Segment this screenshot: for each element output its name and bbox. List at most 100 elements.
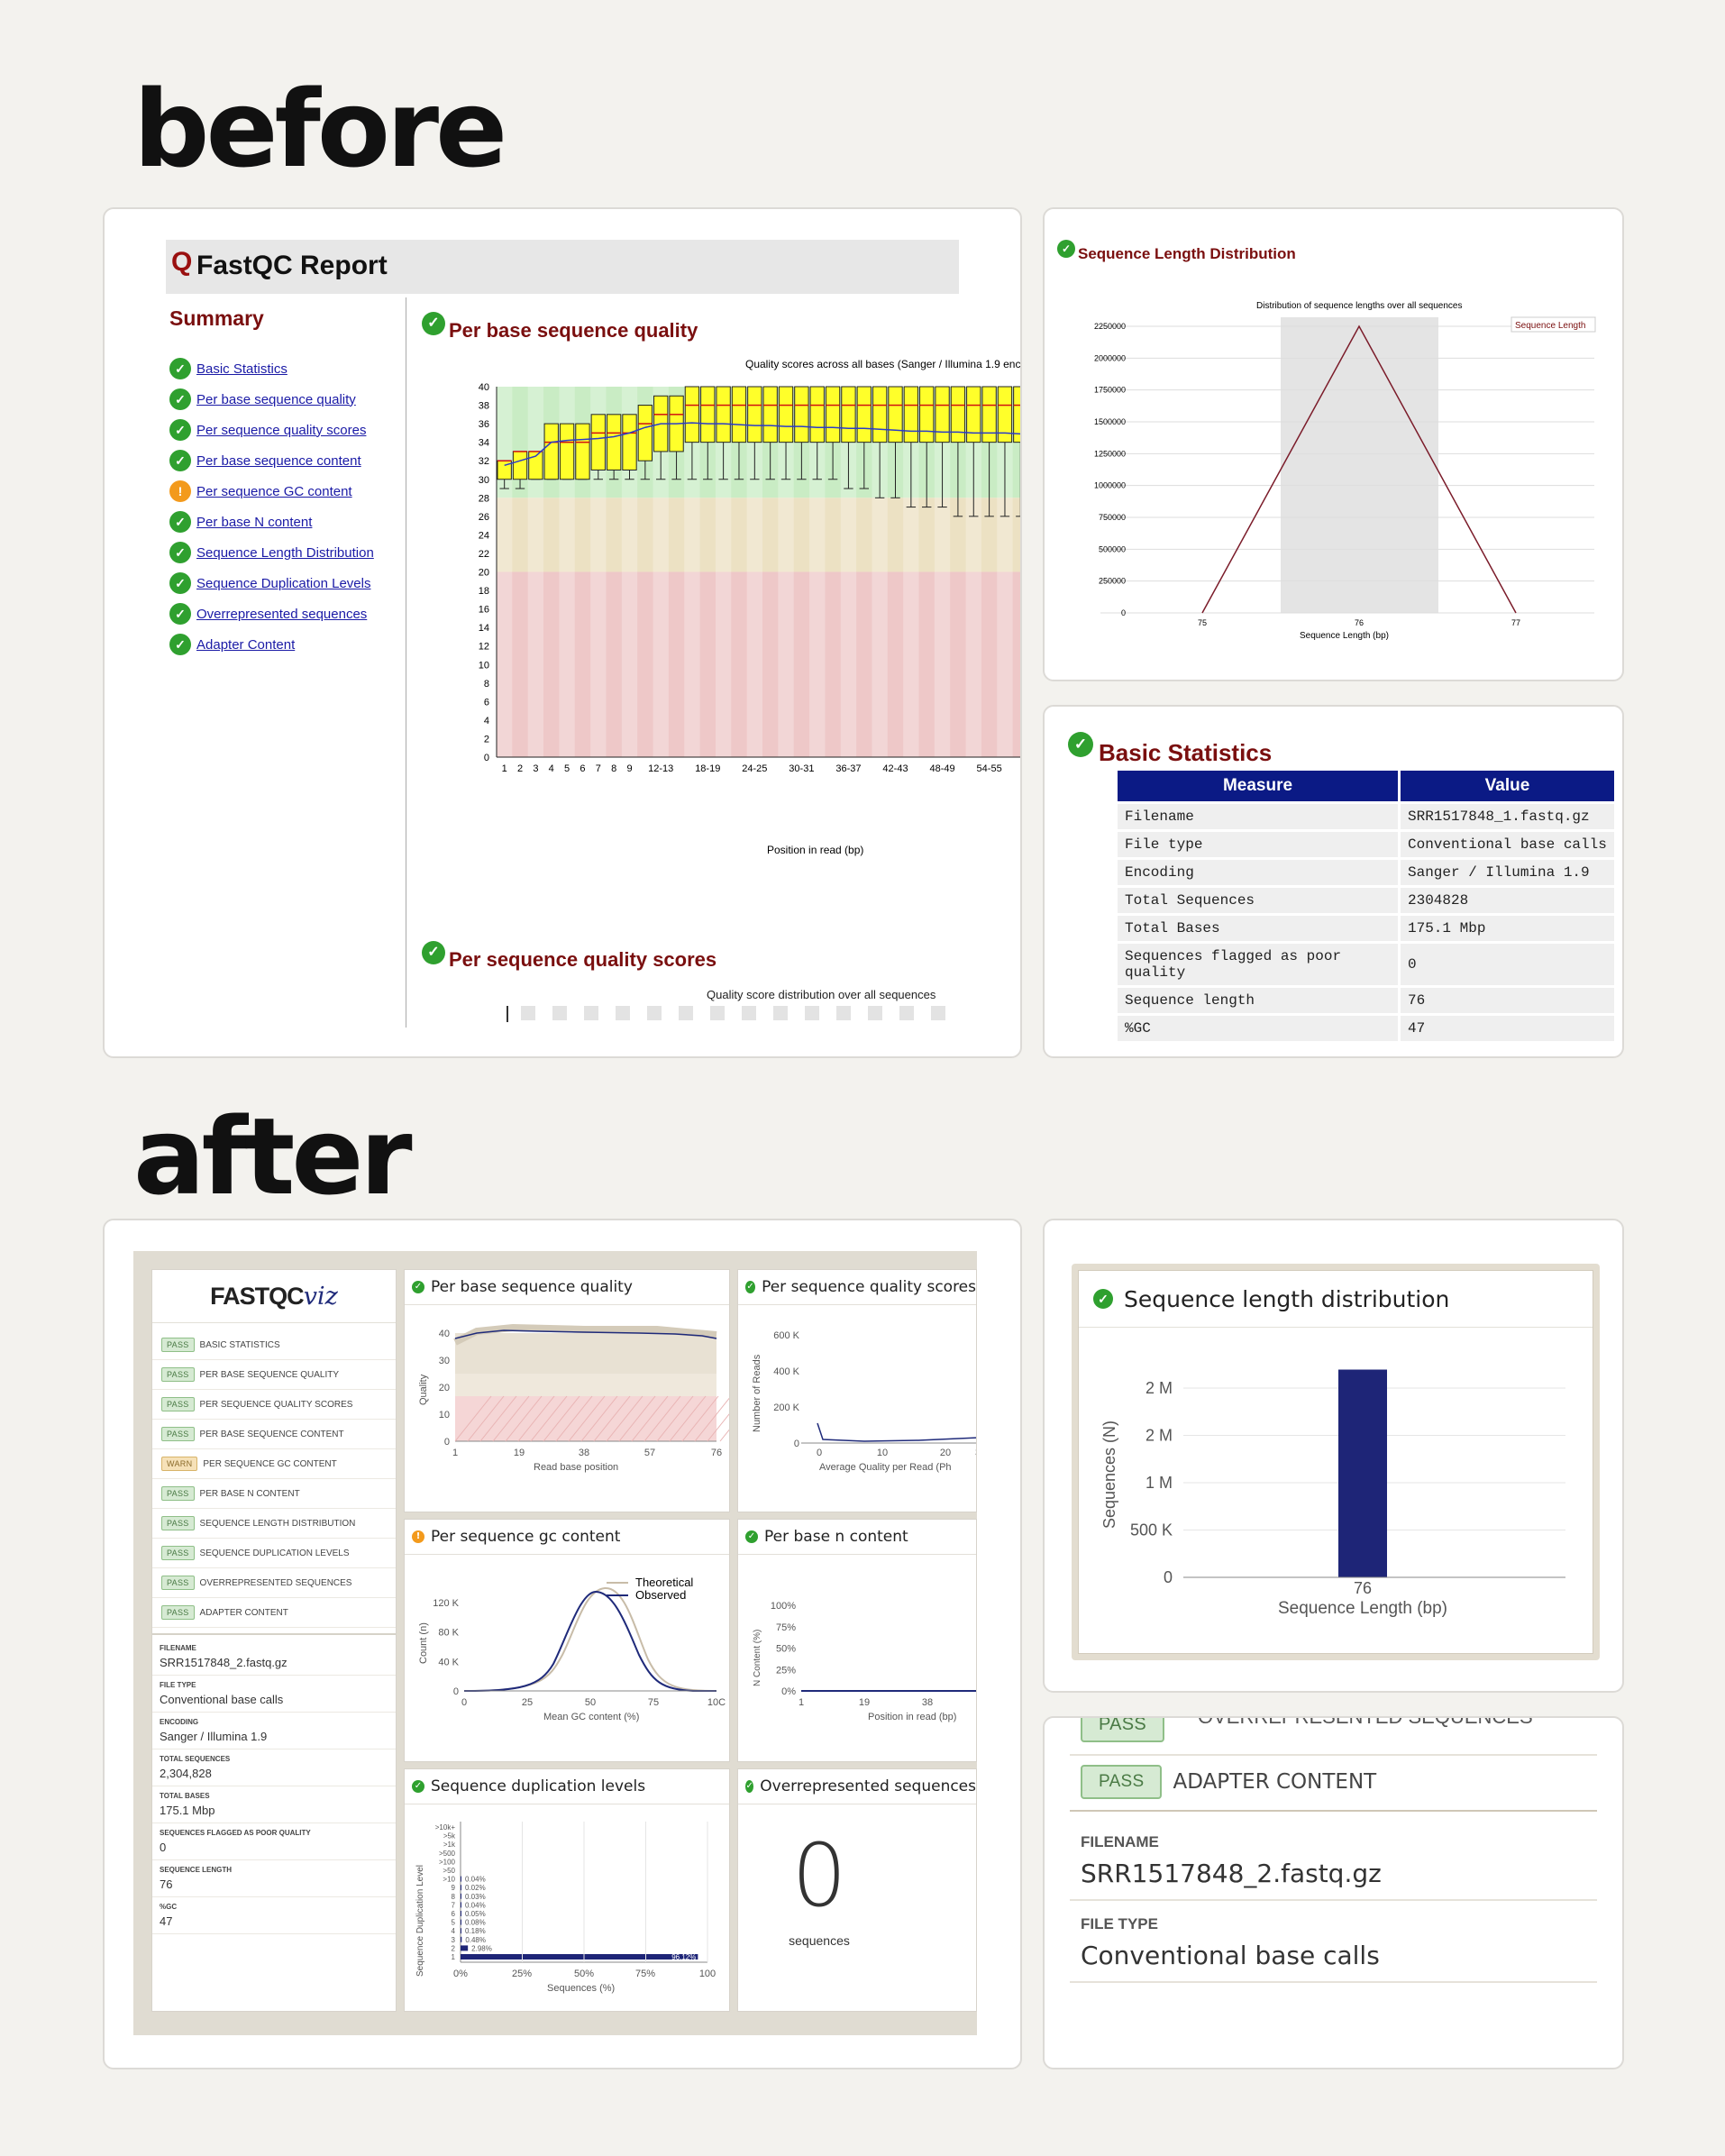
pbsq-hatch [618, 1395, 656, 1442]
viz-pbsq-chart: 0 10 20 30 40 1 19 38 57 76 Quality Read base pos… [418, 1323, 729, 1473]
module-row[interactable]: PASS SEQUENCE DUPLICATION LEVELS [152, 1539, 396, 1568]
pbsq-xtick: 48-49 [929, 763, 954, 774]
zoom-stat-item: FILENAME SRR1517848_2.fastq.gz [1070, 1819, 1597, 1901]
pbsq-ytick: 0 [484, 753, 489, 763]
viz-nc-chart: 0% 25% 50% 75% 100% 1 19 38 N Content (%) Posit… [753, 1601, 976, 1722]
summary-item[interactable]: ✓ Per base N content [169, 507, 374, 537]
pbsq-hatch [643, 1395, 681, 1442]
dup-pct-label: 0.04% [465, 1901, 486, 1909]
old-length-card: ✓ Sequence Length Distribution Distribut… [1043, 207, 1624, 681]
panel-psqs[interactable]: ✓ Per sequence quality scores 0 200 K 400 K… [737, 1269, 977, 1512]
module-row[interactable]: PASS PER BASE SEQUENCE QUALITY [152, 1360, 396, 1390]
module-row[interactable]: PASS BASIC STATISTICS [152, 1330, 396, 1360]
dup-xtick-viz: 50% [574, 1969, 594, 1979]
summary-list: ✓ Basic Statistics ✓ Per base sequence qual… [169, 353, 374, 660]
panel-pbsq[interactable]: ✓ Per base sequence quality 0 10 20 30 40 1 19 3… [404, 1269, 730, 1512]
module-row[interactable]: PASS ADAPTER CONTENT [152, 1598, 396, 1628]
stat-key: %GC [160, 1903, 178, 1911]
value-cell: SRR1517848_1.fastq.gz [1401, 804, 1614, 829]
value-cell: 0 [1401, 944, 1614, 985]
summary-item[interactable]: ! Per sequence GC content [169, 476, 374, 507]
pbsq-box [778, 386, 794, 443]
summary-link[interactable]: Per base sequence content [196, 452, 361, 469]
pass-icon: ✓ [169, 388, 191, 410]
stat-key: ENCODING [160, 1718, 199, 1726]
psqs-xlabel-viz: Average Quality per Read (Ph [819, 1462, 952, 1473]
panel-dup[interactable]: ✓ Sequence duplication levels >10k+ >5k >1k… [404, 1768, 730, 2012]
summary-link[interactable]: Basic Statistics [196, 361, 288, 377]
module-row[interactable]: PASS PER BASE SEQUENCE CONTENT [152, 1420, 396, 1449]
pbsq-xtick-viz: 19 [514, 1448, 525, 1458]
psqs-pass-icon: ✓ [422, 941, 445, 964]
summary-link[interactable]: Per sequence GC content [196, 483, 352, 499]
viz-logo-main: FASTQC [210, 1283, 305, 1310]
pbsq-box [997, 386, 1013, 443]
zoom-length-card: ✓ Sequence length distribution 0 500 K 1 M… [1043, 1219, 1624, 1693]
pbsq-hatch [606, 1395, 643, 1442]
psqs-ytick-viz: 0 [794, 1439, 799, 1449]
summary-item[interactable]: ✓ Sequence Length Distribution [169, 537, 374, 568]
summary-link[interactable]: Adapter Content [196, 636, 296, 653]
old-length-ytick: 2000000 [1094, 353, 1126, 362]
stat-item: SEQUENCES FLAGGED AS POOR QUALITY 0 [152, 1823, 396, 1860]
pbsq-box [559, 423, 575, 480]
pbsq-boxplot-chart: Quality scores across all bases (Sanger … [479, 358, 1020, 856]
old-length-ytick: 1000000 [1094, 481, 1126, 490]
panel-dup-title: Sequence duplication levels [431, 1777, 646, 1795]
summary-link[interactable]: Per sequence quality scores [196, 422, 367, 438]
pbsq-hatch [568, 1395, 606, 1442]
zoom-length-bar [1338, 1369, 1387, 1577]
psqs-ytick-viz: 600 K [773, 1330, 799, 1341]
stat-item: TOTAL SEQUENCES 2,304,828 [152, 1749, 396, 1786]
gc-ytick-viz: 40 K [438, 1657, 459, 1667]
panel-over[interactable]: ✓ Overrepresented sequences 0 sequences [737, 1768, 977, 2012]
summary-item[interactable]: ✓ Per sequence quality scores [169, 415, 374, 445]
summary-item[interactable]: ✓ Basic Statistics [169, 353, 374, 384]
pbsq-xtick: 36-37 [835, 763, 861, 774]
module-row[interactable]: PASS PER BASE N CONTENT [152, 1479, 396, 1509]
summary-item[interactable]: ✓ Overrepresented sequences [169, 598, 374, 629]
old-length-ytick: 0 [1121, 608, 1126, 617]
summary-item[interactable]: ✓ Adapter Content [169, 629, 374, 660]
module-row[interactable]: WARN PER SEQUENCE GC CONTENT [152, 1449, 396, 1479]
value-cell: 2304828 [1401, 888, 1614, 913]
pbsq-ylabel: Quality [418, 1374, 429, 1405]
psqs-placeholder [616, 1006, 630, 1020]
pbsq-ytick: 20 [479, 568, 489, 579]
summary-item[interactable]: ✓ Per base sequence quality [169, 384, 374, 415]
summary-link[interactable]: Overrepresented sequences [196, 606, 368, 622]
panel-nc[interactable]: ✓ Per base n content 0% 25% 50% 75% 100% 1 19 38… [737, 1519, 977, 1762]
summary-link[interactable]: Sequence Duplication Levels [196, 575, 371, 591]
pbsq-box [825, 386, 841, 443]
module-row[interactable]: PASS SEQUENCE LENGTH DISTRIBUTION [152, 1509, 396, 1539]
zoom-length-ytick: 2 M [1145, 1379, 1173, 1397]
measure-cell: Total Sequences [1118, 888, 1398, 913]
pbsq-xtick: 7 [596, 763, 601, 774]
stat-item: ENCODING Sanger / Illumina 1.9 [152, 1713, 396, 1749]
psqs-ylabel: Number of Reads [752, 1354, 762, 1432]
zoom-length-frame: ✓ Sequence length distribution 0 500 K 1 M… [1072, 1264, 1600, 1660]
summary-link[interactable]: Per base N content [196, 514, 313, 530]
dup-xtick-viz: 0% [453, 1969, 468, 1979]
pbsq-xtick: 12-13 [648, 763, 673, 774]
stat-key: TOTAL SEQUENCES [160, 1755, 231, 1763]
module-row[interactable]: PASS OVERREPRESENTED SEQUENCES [152, 1568, 396, 1598]
zoom-module-row[interactable]: PASS ADAPTER CONTENT [1070, 1754, 1597, 1812]
value-cell: 76 [1401, 988, 1614, 1013]
dup-level-label: 2 [452, 1944, 456, 1952]
module-row[interactable]: PASS PER SEQUENCE QUALITY SCORES [152, 1390, 396, 1420]
dup-status-icon: ✓ [412, 1780, 424, 1793]
pbsq-ytick: 2 [484, 734, 489, 745]
summary-link[interactable]: Per base sequence quality [196, 391, 356, 407]
viz-canvas: FASTQCviz PASS BASIC STATISTICS PASS PER BA… [133, 1251, 977, 2035]
pbsq-hatch [669, 1395, 707, 1442]
measure-cell: Filename [1118, 804, 1398, 829]
summary-item[interactable]: ✓ Sequence Duplication Levels [169, 568, 374, 598]
dup-level-label: 9 [452, 1884, 456, 1892]
stat-item: TOTAL BASES 175.1 Mbp [152, 1786, 396, 1823]
pbsq-ytick-viz: 40 [439, 1329, 450, 1339]
panel-gc[interactable]: ! Per sequence gc content Theoretical Obs… [404, 1519, 730, 1762]
zoom-stat-key: FILE TYPE [1081, 1915, 1158, 1932]
summary-link[interactable]: Sequence Length Distribution [196, 544, 374, 561]
summary-item[interactable]: ✓ Per base sequence content [169, 445, 374, 476]
